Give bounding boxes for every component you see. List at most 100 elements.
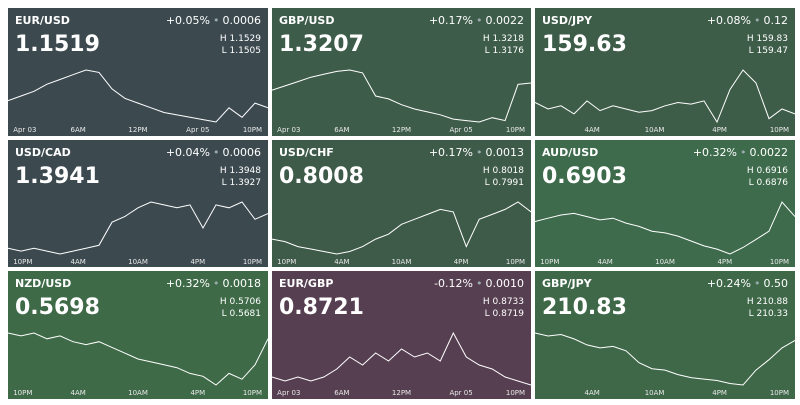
ticker-tile[interactable]: NZD/USD +0.32% • 0.0018 0.5698 H 0.5706 L 0.56…: [8, 271, 268, 399]
change-percent: +0.05%: [165, 14, 210, 27]
x-axis-label: 4PM: [454, 258, 469, 266]
low: L 0.7991: [485, 178, 524, 188]
sparkline: [535, 201, 795, 255]
x-axis-label: 4AM: [71, 258, 86, 266]
change-delta: 0.0018: [222, 277, 262, 290]
low-prefix: L: [221, 178, 230, 188]
high-prefix: H: [219, 297, 230, 307]
x-axis-label: Apr 05: [186, 126, 209, 134]
sparkline-chart: 10PM 4AM 10AM 4PM 10PM: [8, 201, 268, 266]
low: L 0.5681: [222, 309, 261, 319]
separator: •: [754, 277, 761, 290]
x-axis-label: 10PM: [770, 389, 789, 397]
x-axis-label: 12PM: [392, 389, 411, 397]
x-axis-label: 4AM: [334, 258, 349, 266]
pair-name: EUR/USD: [15, 14, 70, 27]
ticker-tile[interactable]: EUR/GBP -0.12% • 0.0010 0.8721 H 0.8733 L 0.87…: [272, 271, 531, 399]
x-axis-label: 10PM: [770, 126, 789, 134]
change-delta: 0.50: [763, 277, 789, 290]
change: +0.08% • 0.12: [707, 14, 788, 27]
low: L 1.1505: [222, 46, 261, 56]
high-prefix: H: [219, 166, 230, 176]
low-prefix: L: [221, 309, 230, 319]
ticker-tile[interactable]: GBP/JPY +0.24% • 0.50 210.83 H 210.88 L 210.33…: [535, 271, 795, 399]
x-axis-label: 4PM: [712, 389, 727, 397]
x-axis-label: 10PM: [243, 389, 262, 397]
low-prefix: L: [748, 46, 757, 56]
x-axis-label: 10AM: [392, 258, 412, 266]
low-prefix: L: [221, 46, 230, 56]
high-prefix: H: [746, 297, 757, 307]
separator: •: [740, 146, 747, 159]
low-prefix: L: [748, 178, 757, 188]
sparkline: [272, 201, 531, 255]
x-axis-label: Apr 05: [449, 126, 472, 134]
x-axis-label: 6AM: [71, 126, 86, 134]
ticker-tile[interactable]: EUR/USD +0.05% • 0.0006 1.1519 H 1.1529 L 1.15…: [8, 8, 268, 136]
change-percent: +0.17%: [428, 146, 473, 159]
low-value: 1.3927: [229, 178, 262, 188]
x-axis-label: 12PM: [392, 126, 411, 134]
x-axis-label: 4PM: [190, 389, 205, 397]
ticker-tile[interactable]: GBP/USD +0.17% • 0.0022 1.3207 H 1.3218 L 1.31…: [272, 8, 531, 136]
x-axis-label: 10PM: [243, 126, 262, 134]
change-percent: +0.17%: [428, 14, 473, 27]
x-axis-label: 10AM: [128, 389, 148, 397]
price: 0.8008: [279, 164, 364, 189]
low-value: 210.33: [756, 309, 789, 319]
pair-name: AUD/USD: [542, 146, 599, 159]
sparkline: [272, 69, 531, 123]
sparkline: [535, 69, 795, 124]
low-value: 0.8719: [492, 309, 525, 319]
change-delta: 0.0022: [749, 146, 789, 159]
sparkline-chart: 4AM 10AM 4PM 10PM: [535, 69, 795, 134]
low-value: 1.1505: [229, 46, 262, 56]
x-axis-label: 10AM: [645, 389, 665, 397]
sparkline-chart: Apr 03 6AM 12PM Apr 05 10PM: [272, 69, 531, 134]
change-delta: 0.12: [763, 14, 789, 27]
high-value: 1.3948: [229, 166, 262, 176]
x-axis-label: 4AM: [71, 389, 86, 397]
x-axis-label: 4PM: [190, 258, 205, 266]
price: 1.3207: [279, 32, 364, 57]
pair-name: USD/CHF: [279, 146, 334, 159]
change: +0.32% • 0.0022: [693, 146, 788, 159]
ticker-tile[interactable]: USD/CHF +0.17% • 0.0013 0.8008 H 0.8018 L 0.79…: [272, 140, 531, 267]
change: +0.04% • 0.0006: [166, 146, 261, 159]
ticker-tile[interactable]: AUD/USD +0.32% • 0.0022 0.6903 H 0.6916 L 0.68…: [535, 140, 795, 267]
sparkline-chart: Apr 03 6AM 12PM Apr 05 10PM: [272, 331, 531, 397]
change-delta: 0.0006: [222, 146, 262, 159]
high-prefix: H: [482, 166, 493, 176]
x-axis-label: 10PM: [506, 258, 525, 266]
separator: •: [213, 14, 220, 27]
price: 159.63: [542, 32, 627, 57]
change: +0.17% • 0.0022: [429, 14, 524, 27]
low-value: 0.6876: [756, 178, 789, 188]
high-prefix: H: [482, 34, 493, 44]
high: H 0.6916: [747, 166, 788, 176]
separator: •: [476, 277, 483, 290]
change-delta: 0.0006: [222, 14, 262, 27]
price: 0.5698: [15, 295, 100, 320]
x-axis-label: 10AM: [128, 258, 148, 266]
low-value: 1.3176: [492, 46, 525, 56]
x-axis-label: 6AM: [334, 389, 349, 397]
x-axis-label: 10PM: [13, 389, 32, 397]
x-axis-label: 10AM: [645, 126, 665, 134]
ticker-tile[interactable]: USD/CAD +0.04% • 0.0006 1.3941 H 1.3948 L 1.39…: [8, 140, 268, 267]
high: H 159.83: [747, 34, 788, 44]
x-axis-label: 4AM: [598, 258, 613, 266]
high: H 1.1529: [220, 34, 261, 44]
change-percent: +0.24%: [706, 277, 751, 290]
pair-name: EUR/GBP: [279, 277, 334, 290]
high: H 1.3218: [483, 34, 524, 44]
high: H 1.3948: [220, 166, 261, 176]
ticker-tile[interactable]: USD/JPY +0.08% • 0.12 159.63 H 159.83 L 159.47…: [535, 8, 795, 136]
x-axis-label: Apr 05: [449, 389, 472, 397]
change-percent: -0.12%: [434, 277, 473, 290]
pair-name: USD/CAD: [15, 146, 71, 159]
x-axis-label: 4AM: [585, 126, 600, 134]
ticker-grid: EUR/USD +0.05% • 0.0006 1.1519 H 1.1529 L 1.15…: [8, 8, 795, 399]
x-axis-label: Apr 03: [277, 126, 300, 134]
change-delta: 0.0013: [485, 146, 525, 159]
